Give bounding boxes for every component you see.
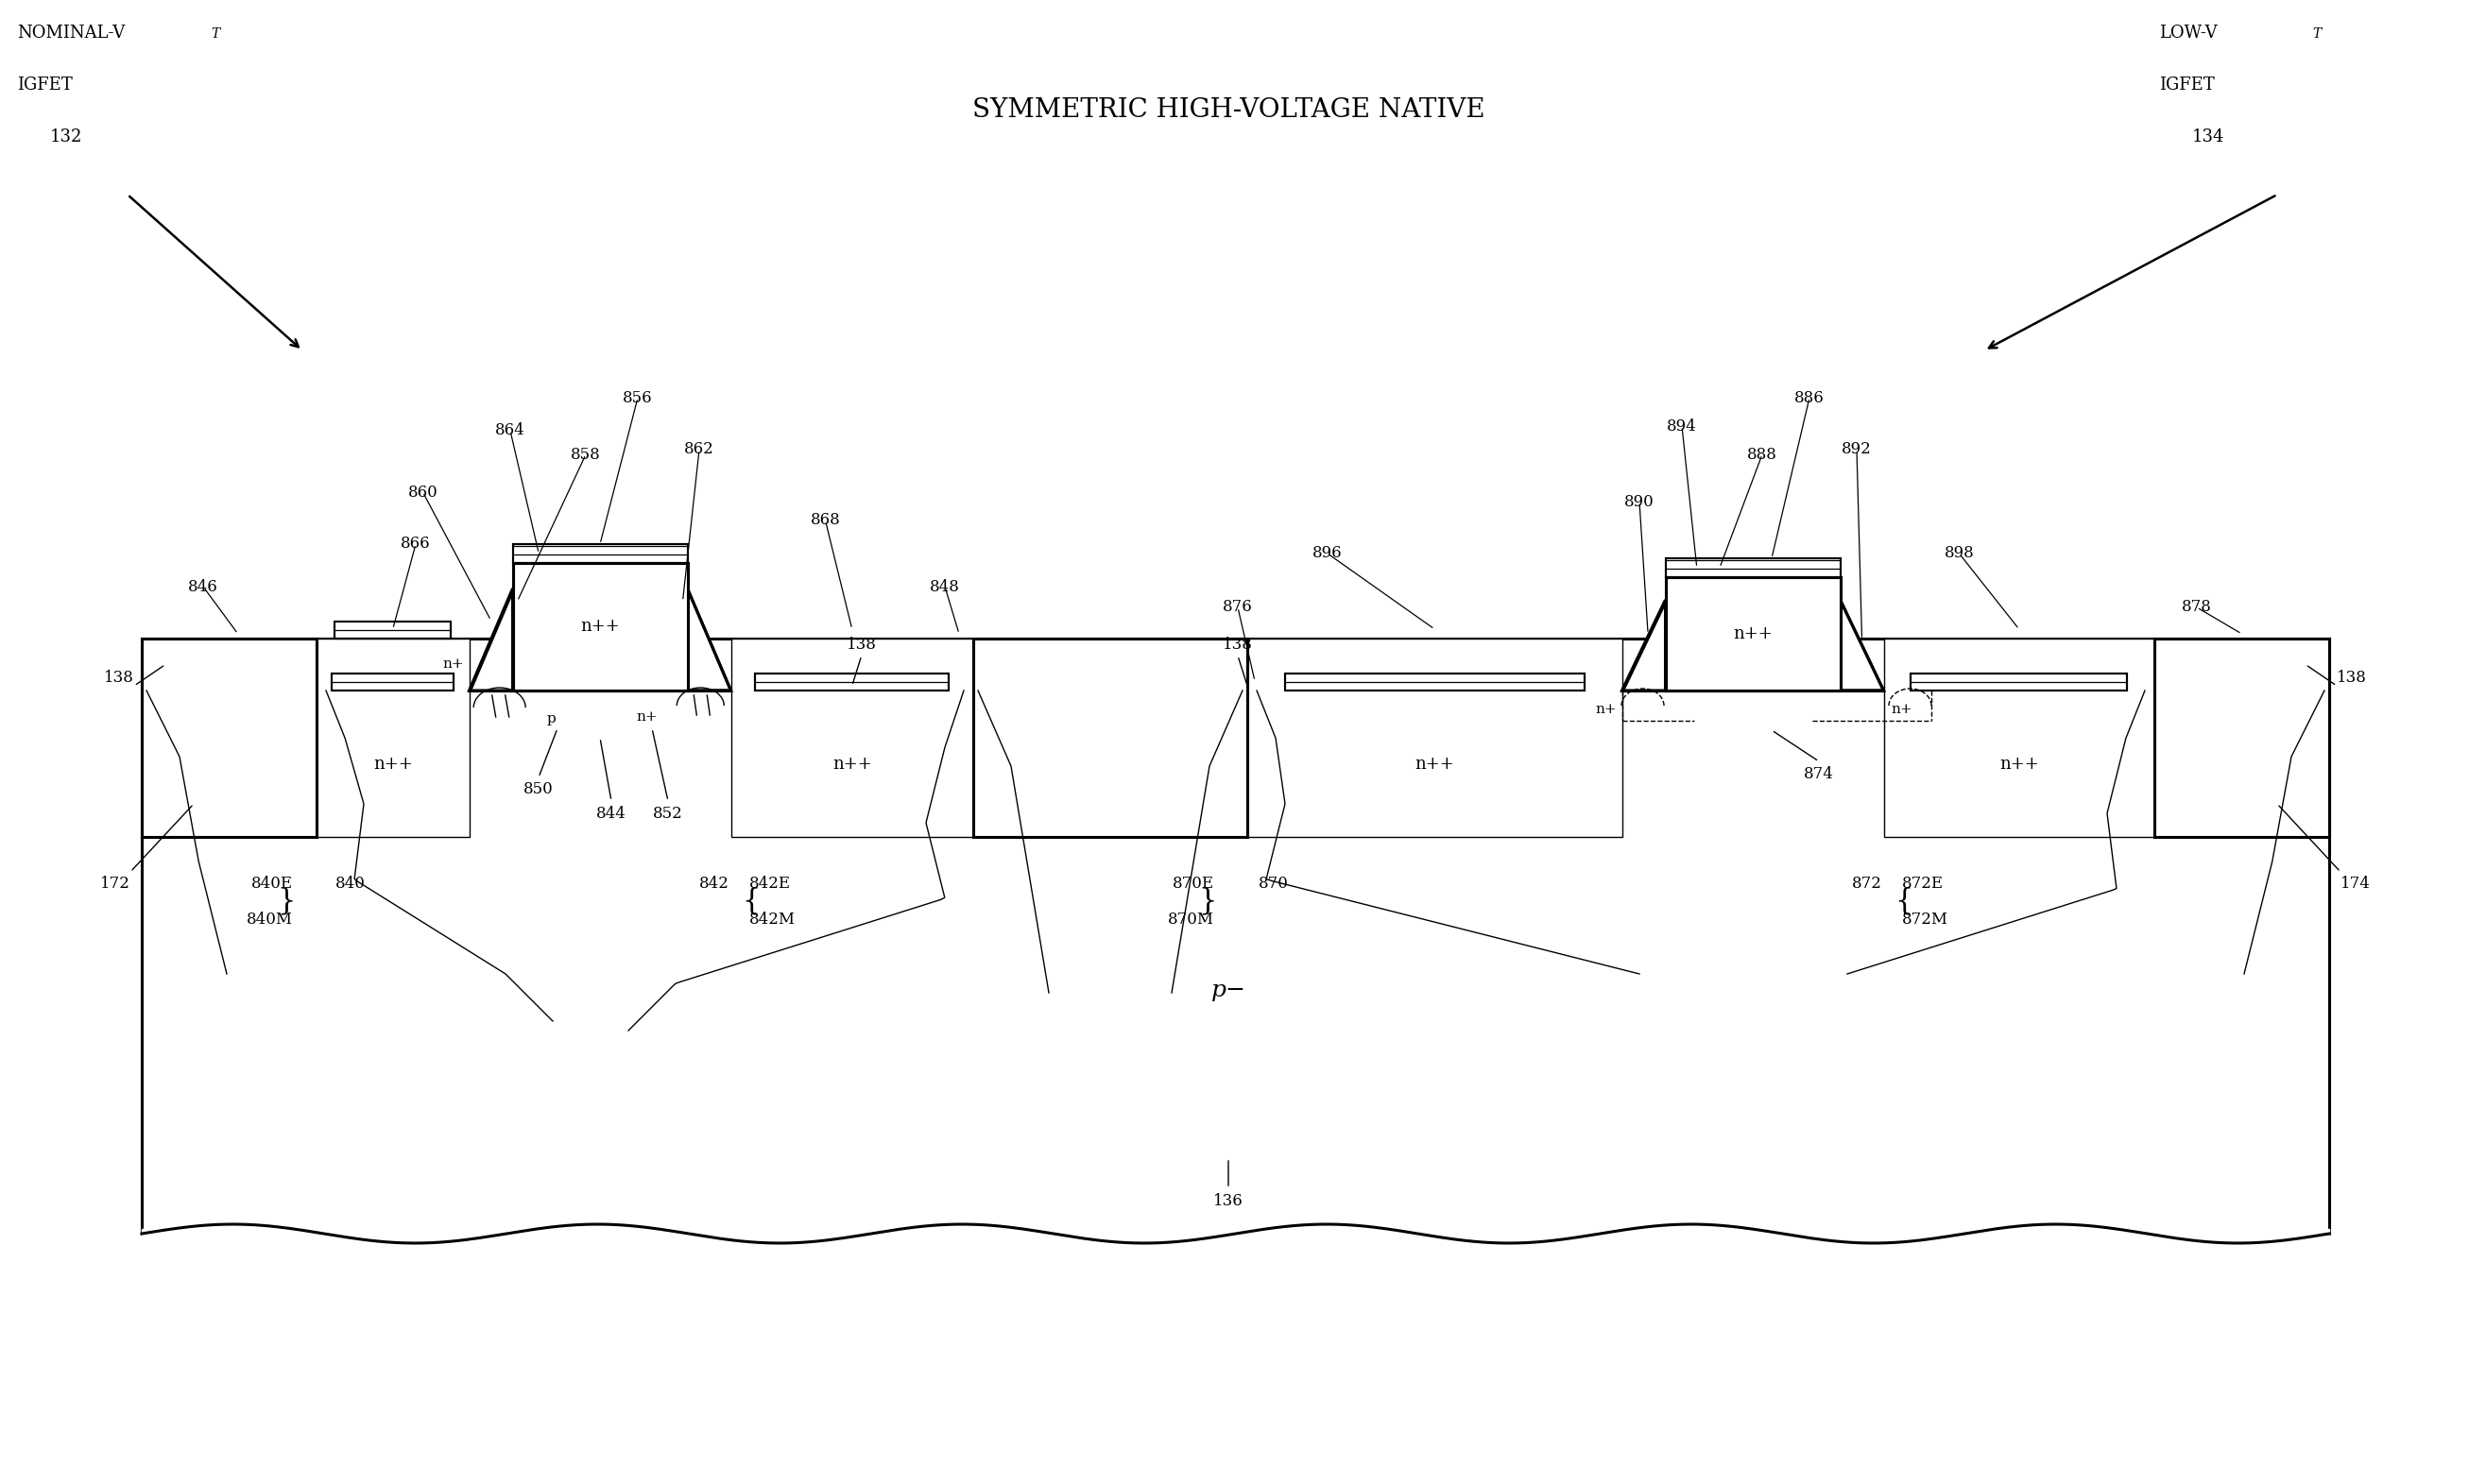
Bar [1284, 674, 1585, 690]
Text: 866: 866 [400, 536, 430, 552]
Bar [756, 674, 948, 690]
Text: n++: n++ [2000, 755, 2039, 772]
Text: 138: 138 [104, 669, 133, 686]
Polygon shape [1839, 600, 1884, 690]
Bar [1884, 638, 2155, 837]
Text: 850: 850 [523, 782, 553, 798]
Bar [331, 674, 454, 690]
Text: 870E: 870E [1173, 876, 1215, 892]
Bar [336, 622, 452, 638]
Text: 890: 890 [1625, 494, 1654, 509]
Text: 858: 858 [570, 447, 600, 463]
Bar [141, 690, 2328, 1233]
Bar [1911, 674, 2128, 690]
Text: 868: 868 [810, 512, 839, 528]
Text: 848: 848 [931, 579, 960, 595]
Text: 846: 846 [188, 579, 217, 595]
Bar [141, 638, 316, 837]
Text: 864: 864 [496, 423, 526, 439]
Text: T: T [2311, 27, 2321, 40]
Text: NOMINAL-V: NOMINAL-V [17, 25, 126, 42]
Bar [514, 545, 686, 562]
Text: {: { [741, 886, 760, 916]
Text: 842M: 842M [748, 911, 795, 928]
Text: n++: n++ [1415, 755, 1454, 772]
Bar [514, 562, 686, 690]
Bar [973, 638, 1247, 837]
Text: 840: 840 [336, 876, 365, 892]
Text: 872E: 872E [1901, 876, 1943, 892]
Text: 870M: 870M [1168, 911, 1215, 928]
Text: n+: n+ [442, 657, 464, 671]
Text: 888: 888 [1748, 447, 1778, 463]
Bar [731, 638, 973, 837]
Text: 134: 134 [2192, 129, 2225, 145]
Bar [331, 674, 454, 690]
Text: 842E: 842E [748, 876, 790, 892]
Text: n+: n+ [637, 711, 657, 724]
Text: 844: 844 [597, 806, 627, 821]
Text: 852: 852 [652, 806, 684, 821]
Text: IGFET: IGFET [17, 77, 72, 93]
Text: 862: 862 [684, 442, 714, 457]
Text: {: { [1894, 886, 1913, 916]
Text: n+: n+ [1595, 703, 1617, 715]
Bar [973, 638, 1247, 837]
Text: 860: 860 [407, 484, 437, 500]
Polygon shape [686, 589, 731, 690]
Text: 872: 872 [1852, 876, 1881, 892]
Text: }: } [1200, 886, 1217, 916]
Text: 840M: 840M [247, 911, 294, 928]
Text: 842: 842 [699, 876, 728, 892]
Text: 886: 886 [1795, 390, 1825, 405]
Text: 172: 172 [101, 876, 131, 892]
Bar [1667, 577, 1839, 690]
Polygon shape [1622, 600, 1667, 690]
Text: LOW-V: LOW-V [2158, 25, 2217, 42]
Bar [141, 638, 316, 837]
Text: p−: p− [1210, 979, 1247, 1002]
Text: p: p [546, 712, 556, 726]
Text: 870: 870 [1259, 876, 1289, 892]
Text: n++: n++ [1733, 625, 1773, 643]
Bar [1284, 674, 1585, 690]
Text: 132: 132 [49, 129, 81, 145]
Text: 840E: 840E [252, 876, 294, 892]
Bar [316, 638, 469, 837]
Text: 898: 898 [1943, 546, 1975, 561]
Text: 878: 878 [2183, 600, 2212, 616]
Text: 138: 138 [1222, 637, 1252, 653]
Bar [1667, 558, 1839, 577]
Bar [1247, 638, 1622, 837]
Text: }: } [277, 886, 296, 916]
Text: n++: n++ [832, 755, 872, 772]
Bar [336, 622, 452, 638]
Text: IGFET: IGFET [2158, 77, 2215, 93]
Bar [514, 545, 686, 562]
Text: 894: 894 [1667, 418, 1696, 433]
Bar [1667, 577, 1839, 690]
Text: 876: 876 [1222, 600, 1252, 616]
Text: SYMMETRIC HIGH-VOLTAGE NATIVE: SYMMETRIC HIGH-VOLTAGE NATIVE [973, 96, 1484, 122]
Bar [756, 674, 948, 690]
Text: T: T [210, 27, 220, 40]
Bar [1667, 558, 1839, 577]
Bar [2155, 638, 2328, 837]
Bar [514, 562, 686, 690]
Text: n++: n++ [373, 755, 412, 772]
Text: 174: 174 [2341, 876, 2370, 892]
Text: 896: 896 [1314, 546, 1343, 561]
Text: n++: n++ [580, 619, 620, 635]
Text: 892: 892 [1842, 442, 1872, 457]
Bar [2155, 638, 2328, 837]
Text: 138: 138 [847, 637, 876, 653]
Text: 874: 874 [1805, 766, 1834, 782]
Text: 856: 856 [622, 390, 652, 405]
Text: 136: 136 [1212, 1193, 1244, 1208]
Text: 138: 138 [2336, 669, 2368, 686]
Text: n+: n+ [1891, 703, 1913, 715]
Bar [1911, 674, 2128, 690]
Polygon shape [469, 589, 514, 690]
Text: 872M: 872M [1901, 911, 1948, 928]
